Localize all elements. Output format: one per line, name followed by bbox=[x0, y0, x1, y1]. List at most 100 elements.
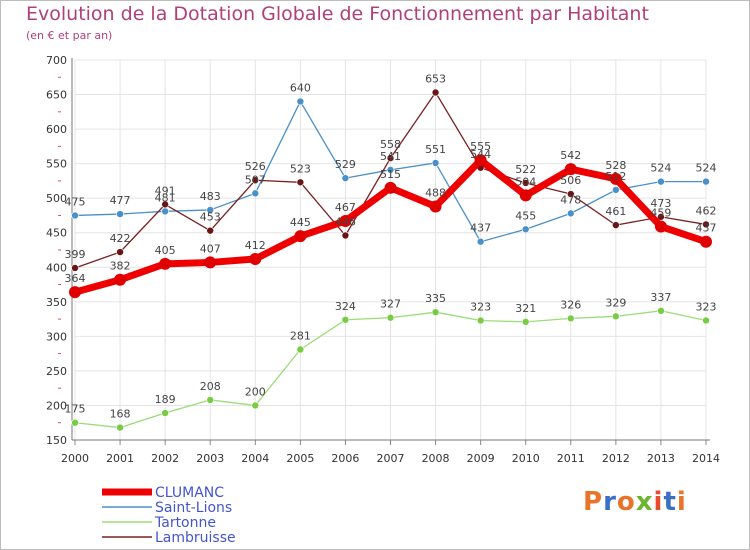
y-tick-label: 550 bbox=[46, 158, 67, 171]
data-label: 455 bbox=[515, 209, 536, 222]
data-point bbox=[204, 256, 217, 269]
series-lambruisse bbox=[71, 88, 710, 272]
data-point bbox=[476, 316, 485, 325]
logo-letter: t bbox=[663, 487, 677, 517]
data-point bbox=[566, 209, 575, 218]
legend-label: Tartonne bbox=[154, 515, 216, 531]
data-point bbox=[657, 177, 665, 186]
legend-item-tartonne: Tartonne bbox=[102, 515, 216, 531]
data-point bbox=[294, 230, 307, 243]
data-point bbox=[521, 179, 530, 187]
data-point bbox=[341, 174, 350, 182]
grid-layer bbox=[74, 59, 707, 441]
data-label: 524 bbox=[650, 162, 671, 175]
data-point bbox=[474, 154, 487, 167]
data-label: 175 bbox=[65, 403, 86, 416]
data-point bbox=[71, 264, 79, 272]
data-label: 488 bbox=[425, 186, 446, 199]
x-tick-label: 2014 bbox=[692, 452, 720, 465]
y-tick-label: 700 bbox=[46, 54, 67, 67]
data-label: 473 bbox=[650, 197, 671, 210]
data-label: 329 bbox=[605, 296, 626, 309]
data-label: 475 bbox=[65, 195, 86, 208]
data-label: 323 bbox=[470, 300, 491, 313]
data-point bbox=[431, 308, 440, 316]
data-label: 542 bbox=[560, 149, 581, 162]
x-tick-label: 2013 bbox=[647, 452, 675, 465]
data-point bbox=[161, 207, 169, 216]
data-point bbox=[116, 423, 124, 432]
data-point bbox=[206, 396, 215, 404]
data-point bbox=[521, 318, 530, 326]
data-point bbox=[341, 315, 350, 324]
data-label: 200 bbox=[245, 385, 266, 398]
data-point bbox=[612, 221, 620, 229]
data-point bbox=[386, 154, 395, 162]
proxiti-logo: Proxiti bbox=[583, 487, 687, 517]
x-tick-label: 2011 bbox=[557, 452, 585, 465]
logo-letter: r bbox=[603, 487, 617, 517]
data-label: 491 bbox=[155, 184, 176, 197]
data-label: 407 bbox=[200, 242, 221, 255]
data-label: 512 bbox=[605, 170, 626, 183]
data-point bbox=[251, 401, 260, 410]
x-tick-label: 2001 bbox=[106, 452, 134, 465]
data-label: 337 bbox=[650, 291, 671, 304]
data-point bbox=[159, 257, 172, 270]
data-label: 323 bbox=[696, 300, 717, 313]
x-tick-label: 2002 bbox=[151, 452, 179, 465]
data-label: 446 bbox=[335, 215, 356, 228]
axis-layer: 150 200 250 300 350 400 450 500 550 600 650 700 2000… bbox=[46, 54, 720, 465]
y-tick-label: 450 bbox=[46, 227, 67, 240]
data-point bbox=[564, 163, 577, 176]
chart-title: Evolution de la Dotation Globale de Fonc… bbox=[26, 3, 649, 25]
data-label: 551 bbox=[425, 143, 446, 156]
data-label: 453 bbox=[200, 211, 221, 224]
data-point bbox=[341, 231, 350, 240]
data-label: 405 bbox=[155, 244, 176, 257]
data-point bbox=[702, 316, 710, 325]
data-label: 558 bbox=[380, 138, 401, 151]
y-tick-label: 400 bbox=[46, 261, 67, 274]
data-point bbox=[476, 237, 485, 246]
legend-item-saint-lions: Saint-Lions bbox=[102, 500, 232, 516]
legend-label: Lambruisse bbox=[155, 530, 236, 546]
data-label: 555 bbox=[470, 140, 491, 153]
x-tick-label: 2010 bbox=[512, 452, 540, 465]
data-point bbox=[654, 220, 667, 233]
x-tick-label: 2006 bbox=[331, 452, 359, 465]
data-point bbox=[612, 312, 620, 321]
data-point bbox=[702, 220, 710, 229]
data-point bbox=[116, 210, 124, 218]
data-point bbox=[161, 409, 169, 417]
data-label: 653 bbox=[425, 72, 446, 85]
series-clumanc bbox=[69, 154, 712, 299]
data-label: 326 bbox=[560, 298, 581, 311]
data-label: 504 bbox=[515, 175, 536, 188]
data-label: 189 bbox=[155, 393, 176, 406]
data-point bbox=[429, 200, 442, 213]
y-tick-label: 200 bbox=[46, 399, 67, 412]
data-point bbox=[431, 159, 440, 167]
data-point bbox=[521, 225, 530, 234]
data-label: 412 bbox=[245, 239, 266, 252]
data-point bbox=[116, 248, 124, 256]
x-tick-label: 2000 bbox=[61, 452, 89, 465]
logo-letter: x bbox=[635, 487, 654, 517]
data-point bbox=[251, 176, 260, 185]
y-tick-label: 350 bbox=[46, 296, 67, 309]
x-tick-label: 2004 bbox=[241, 452, 269, 465]
logo-letter: i bbox=[676, 487, 687, 517]
legend-item-lambruisse: Lambruisse bbox=[102, 530, 236, 546]
x-tick-label: 2012 bbox=[602, 452, 630, 465]
data-point bbox=[296, 97, 305, 106]
data-label: 208 bbox=[200, 380, 221, 393]
logo-letter: P bbox=[583, 487, 604, 517]
data-point bbox=[609, 172, 622, 185]
data-point bbox=[206, 226, 215, 235]
data-point bbox=[384, 181, 397, 194]
data-label: 281 bbox=[290, 329, 311, 342]
x-tick-label: 2007 bbox=[377, 452, 405, 465]
series-saint-lions bbox=[71, 97, 710, 246]
